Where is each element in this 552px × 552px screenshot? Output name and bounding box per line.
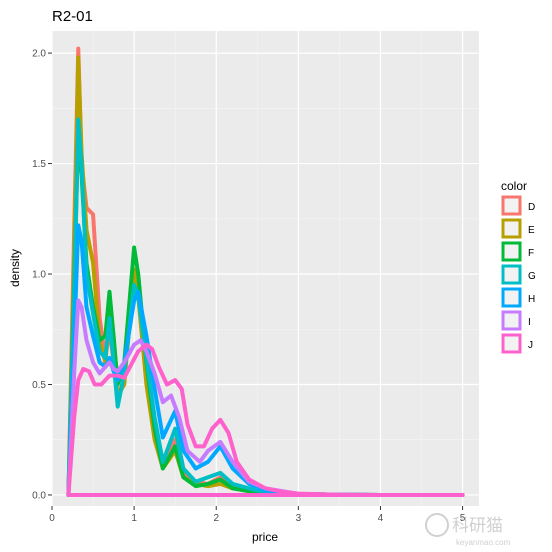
legend-key-E (501, 218, 522, 239)
grid-lines (51, 31, 479, 506)
watermark-subtext: keyanmao.com (456, 538, 511, 547)
legend-label-G: G (528, 271, 536, 282)
x-tick-label: 1 (131, 513, 137, 524)
density-line-J (66, 342, 465, 497)
y-axis: 0.0 0.5 1.0 1.5 2.0 (32, 49, 52, 501)
legend-label-H: H (528, 294, 535, 305)
y-tick-label: 2.0 (32, 49, 46, 60)
x-tick-label: 2 (213, 513, 219, 524)
chart-title: R2-01 (52, 8, 93, 25)
legend-key-I (501, 310, 522, 331)
x-tick-label: 0 (49, 513, 55, 524)
legend-key-G (501, 264, 522, 285)
legend-key-J (501, 333, 522, 354)
watermark: 科研猫 keyanmao.com (425, 513, 511, 547)
x-axis-title: price (252, 530, 278, 544)
y-tick-label: 0.0 (32, 490, 46, 501)
x-tick-label: 3 (296, 513, 302, 524)
legend-label-I: I (528, 317, 531, 328)
y-axis-title: density (8, 249, 22, 287)
density-line-H (66, 223, 465, 497)
legend-key-H (501, 287, 522, 308)
legend-label-J: J (528, 340, 533, 351)
x-axis: 0 1 2 3 4 5 (49, 506, 466, 524)
y-tick-label: 1.0 (32, 270, 46, 281)
plot-panel (52, 31, 479, 506)
legend-label-D: D (528, 202, 535, 213)
x-tick-label: 5 (460, 513, 466, 524)
legend-key-F (501, 241, 522, 262)
legend-label-F: F (528, 248, 534, 259)
x-tick-label: 4 (378, 513, 384, 524)
watermark-logo-icon (425, 513, 449, 537)
y-tick-label: 0.5 (32, 380, 46, 391)
y-tick-label: 1.5 (32, 159, 46, 170)
legend-key-D (501, 195, 522, 216)
series-layer (66, 46, 465, 497)
legend-title: color (501, 179, 527, 193)
legend-label-E: E (528, 225, 535, 236)
watermark-text: 科研猫 (452, 516, 503, 535)
legend: color D E F G H I J (501, 179, 536, 354)
